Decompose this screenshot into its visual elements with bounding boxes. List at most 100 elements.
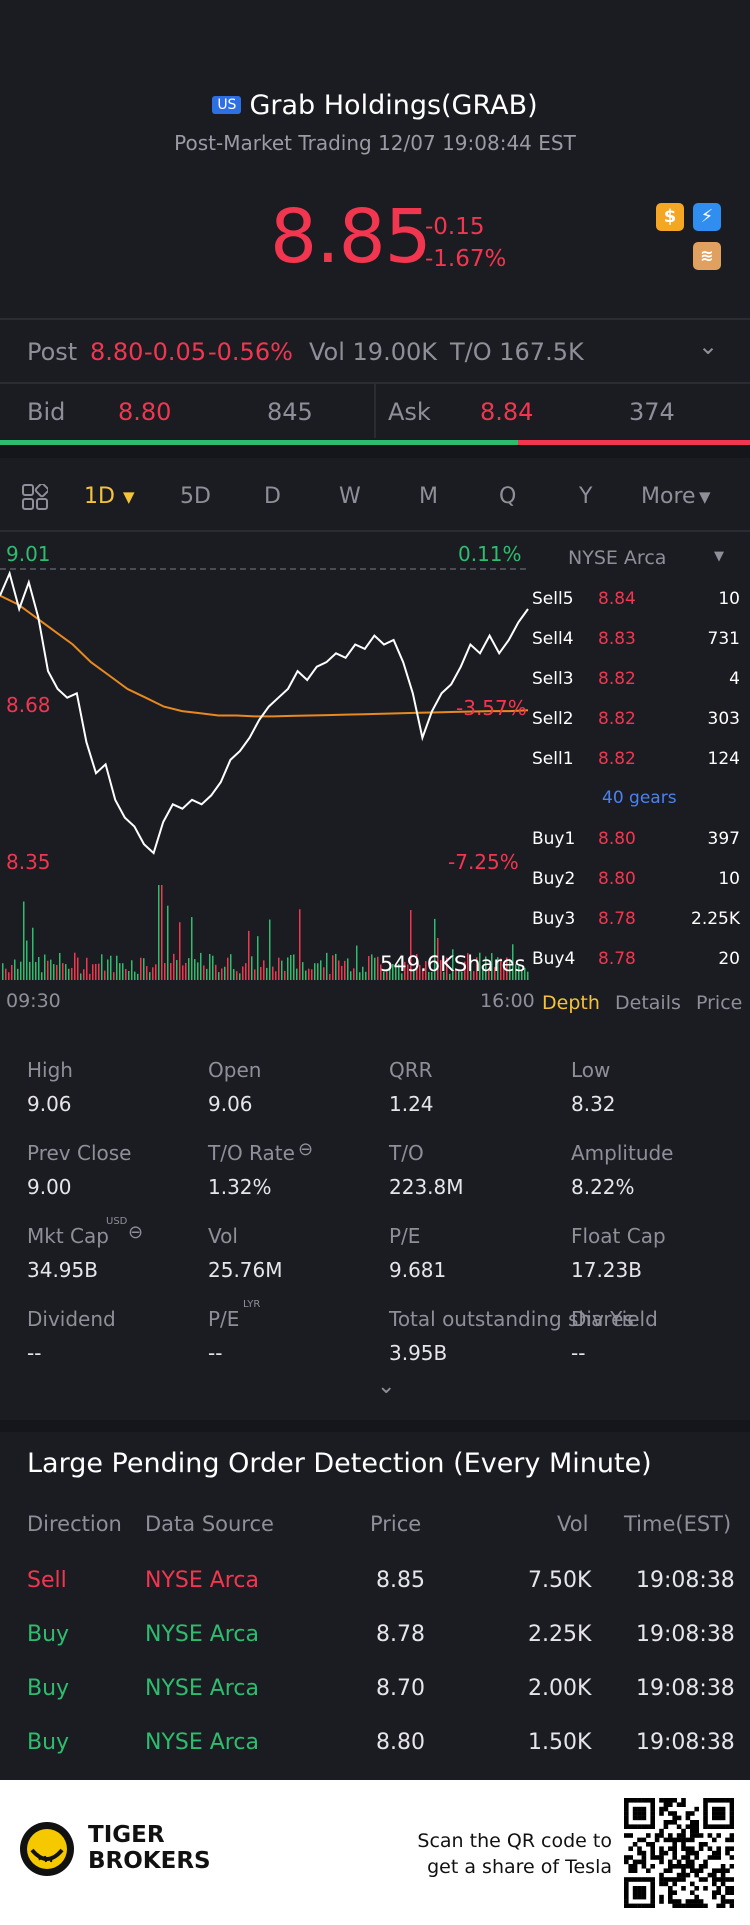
volume-bar xyxy=(404,961,406,980)
buy-price: 8.80 xyxy=(598,829,636,849)
ask-price: 8.84 xyxy=(480,398,534,426)
col-direction: Direction xyxy=(27,1512,122,1536)
volume-bar xyxy=(386,969,388,980)
stat-label: QRR xyxy=(389,1058,433,1082)
volume-bar xyxy=(383,971,385,980)
caret-down-icon[interactable]: ▼ xyxy=(123,488,135,506)
volume-bar xyxy=(524,967,526,980)
education-icon[interactable]: ≋ xyxy=(693,242,721,270)
buy-level: Buy2 8.80 10 xyxy=(530,865,750,895)
tab-1d[interactable]: 1D xyxy=(84,484,115,509)
gears-link[interactable]: 40 gears xyxy=(602,788,677,808)
volume-bar xyxy=(491,953,493,980)
buy-price: 8.78 xyxy=(598,949,636,969)
volume-bar xyxy=(434,918,436,980)
volume-bar xyxy=(182,965,184,980)
tab-d[interactable]: D xyxy=(264,484,281,509)
volume-bar xyxy=(188,958,190,980)
volume-bar xyxy=(380,964,382,980)
stat-value: 25.76M xyxy=(208,1258,283,1282)
volume-bar xyxy=(293,954,295,980)
volume-bar xyxy=(332,955,334,980)
stat-value: 9.681 xyxy=(389,1258,447,1282)
tab-price[interactable]: Price xyxy=(696,992,743,1014)
volume-bar xyxy=(326,952,328,980)
volume-bar xyxy=(248,930,250,980)
tab-more[interactable]: More xyxy=(641,484,696,509)
volume-bar xyxy=(314,963,316,980)
stat-label: Vol xyxy=(208,1224,238,1248)
post-market-row[interactable]: Post 8.80 -0.05 -0.56% Vol 19.00K T/O 16… xyxy=(0,320,750,380)
volume-bar xyxy=(83,969,85,980)
volume-bar xyxy=(134,971,136,980)
buy-size: 10 xyxy=(718,869,740,889)
volume-bar xyxy=(350,971,352,980)
last-price: 8.85 xyxy=(270,194,432,280)
tab-q[interactable]: Q xyxy=(499,484,517,509)
volume-bar xyxy=(65,964,67,980)
row-vol: 2.00K xyxy=(528,1676,592,1701)
tab-5d[interactable]: 5D xyxy=(180,484,211,509)
tab-w[interactable]: W xyxy=(339,484,361,509)
volume-bar xyxy=(284,970,286,980)
volume-bar xyxy=(398,964,400,980)
volume-bar xyxy=(236,971,238,980)
stat-label: Mkt Cap xyxy=(27,1224,109,1248)
volume-bar xyxy=(251,956,253,980)
bid-ask-row: Bid 8.80 845 Ask 8.84 374 xyxy=(0,382,750,444)
chevron-down-icon[interactable]: ⌄ xyxy=(698,332,719,360)
sell-price: 8.82 xyxy=(598,749,636,769)
volume-bar xyxy=(413,968,415,980)
exchange-selector[interactable]: NYSE Arca xyxy=(568,547,667,569)
buy-label: Buy4 xyxy=(532,949,576,969)
stat-value: 34.95B xyxy=(27,1258,98,1282)
caret-down-icon[interactable]: ▼ xyxy=(714,549,724,564)
volume-bar xyxy=(512,944,514,980)
tab-details[interactable]: Details xyxy=(615,992,681,1014)
flash-icon[interactable]: ⚡ xyxy=(693,203,721,231)
volume-bar xyxy=(5,968,7,980)
volume-bar xyxy=(473,971,475,980)
tab-y[interactable]: Y xyxy=(579,484,593,509)
tab-depth[interactable]: Depth xyxy=(542,992,600,1014)
buy-size: 2.25K xyxy=(691,909,740,929)
grid-icon[interactable] xyxy=(22,484,48,510)
stat-label: Dividend xyxy=(27,1307,116,1331)
sell-price: 8.82 xyxy=(598,709,636,729)
volume-bar xyxy=(458,971,460,980)
post-volume: Vol 19.00K xyxy=(309,338,437,366)
market-badge: US xyxy=(212,96,242,114)
sell-label: Sell4 xyxy=(532,629,574,649)
volume-bar xyxy=(515,964,517,980)
volume-bar xyxy=(431,972,433,980)
volume-bar xyxy=(14,959,16,980)
expand-chevron-icon[interactable]: ⌄ xyxy=(377,1374,396,1399)
period-tabs: 1D ▼ 5D D W M Q Y More ▼ xyxy=(0,458,750,530)
buy-level: Buy4 8.78 20 xyxy=(530,945,750,975)
tab-m[interactable]: M xyxy=(419,484,438,509)
stat-label: P/E xyxy=(389,1224,421,1248)
stat-value: -- xyxy=(208,1341,223,1365)
info-icon[interactable]: ⊖ xyxy=(128,1222,144,1243)
volume-bar xyxy=(104,970,106,980)
volume-bar xyxy=(29,961,31,980)
divider xyxy=(0,530,750,532)
post-price: 8.80 xyxy=(90,338,144,366)
intraday-chart[interactable]: 9.01 0.11% 8.68 -3.57% 8.35 -7.25% 549.6… xyxy=(0,532,535,1012)
row-vol: 2.25K xyxy=(528,1622,592,1647)
caret-down-icon[interactable]: ▼ xyxy=(699,488,711,506)
qr-code[interactable] xyxy=(624,1798,734,1908)
volume-bar xyxy=(335,953,337,980)
volume-bar xyxy=(452,949,454,980)
section-gap xyxy=(0,1420,750,1432)
time-end: 16:00 xyxy=(480,990,535,1012)
time-start: 09:30 xyxy=(6,990,61,1012)
row-direction: Buy xyxy=(27,1622,70,1647)
info-icon[interactable]: ⊖ xyxy=(298,1139,314,1160)
row-time: 19:08:38 xyxy=(636,1622,735,1647)
dollar-icon[interactable]: $ xyxy=(656,203,684,231)
ask-ratio-bar xyxy=(518,440,750,445)
price-chart-svg[interactable] xyxy=(0,532,530,1012)
chart-low-pct: -7.25% xyxy=(448,850,519,874)
volume-bar xyxy=(98,963,100,980)
